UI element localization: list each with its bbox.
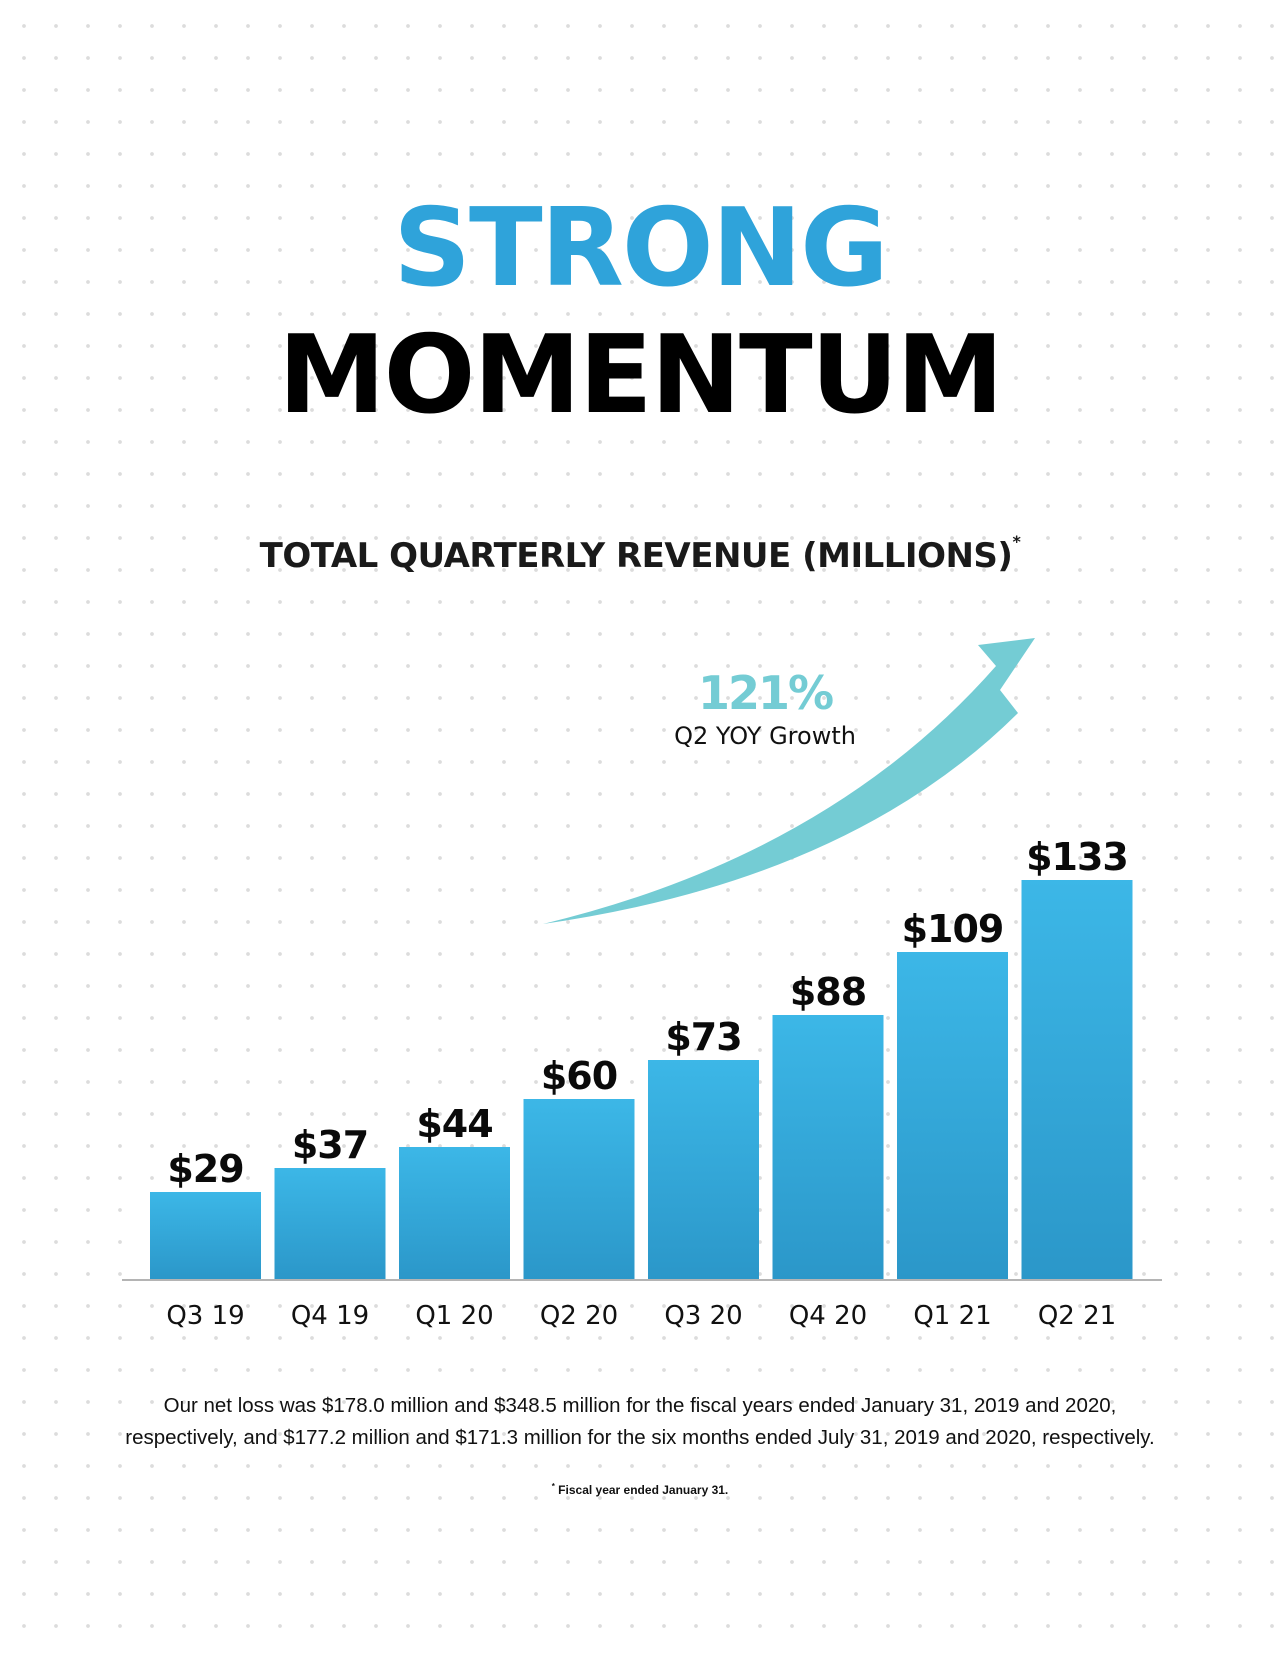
net-loss-line-2: respectively, and $177.2 million and $17… xyxy=(125,1426,1155,1449)
x-tick-label: Q3 20 xyxy=(664,1301,742,1331)
bar-q4-19 xyxy=(274,1168,386,1279)
chart-title-marker: * xyxy=(1012,532,1021,551)
bar-value-label: $73 xyxy=(665,1015,741,1059)
x-tick-label: Q2 20 xyxy=(540,1301,618,1331)
chart-title: TOTAL QUARTERLY REVENUE (MILLIONS)* xyxy=(0,532,1280,576)
bar-q1-21 xyxy=(897,952,1008,1279)
headline-strong: STRONG xyxy=(393,186,888,311)
bar-q2-20 xyxy=(523,1099,635,1279)
fiscal-year-note: Fiscal year ended January 31. xyxy=(554,1483,729,1497)
bar-value-label: $29 xyxy=(167,1147,243,1191)
bar-q3-19 xyxy=(150,1192,261,1279)
fiscal-year-marker: * xyxy=(551,1482,555,1491)
x-tick-label: Q1 21 xyxy=(913,1301,991,1331)
headline-momentum: MOMENTUM xyxy=(278,313,1004,438)
bar-value-label: $44 xyxy=(416,1102,492,1146)
bar-value-label: $109 xyxy=(902,907,1004,951)
x-tick-label: Q4 20 xyxy=(789,1301,867,1331)
bar-q4-20 xyxy=(772,1015,884,1279)
bar-q2-21 xyxy=(1021,880,1133,1279)
bar-value-label: $133 xyxy=(1026,835,1128,879)
bar-value-label: $37 xyxy=(292,1123,368,1167)
fiscal-year-footnote: * Fiscal year ended January 31. xyxy=(0,1482,1280,1497)
growth-percentage: 121% xyxy=(697,666,834,720)
x-tick-label: Q1 20 xyxy=(415,1301,493,1331)
growth-arrow-icon xyxy=(543,638,1035,924)
x-tick-label: Q3 19 xyxy=(166,1301,244,1331)
bar-q3-20 xyxy=(648,1060,759,1279)
bar-q1-20 xyxy=(399,1147,510,1279)
bar-value-label: $88 xyxy=(790,970,866,1014)
net-loss-footnote: Our net loss was $178.0 million and $348… xyxy=(100,1390,1180,1454)
net-loss-line-1: Our net loss was $178.0 million and $348… xyxy=(163,1394,1117,1417)
x-tick-label: Q2 21 xyxy=(1038,1301,1116,1331)
growth-label: Q2 YOY Growth xyxy=(674,722,856,750)
chart-title-text: TOTAL QUARTERLY REVENUE (MILLIONS) xyxy=(259,536,1013,576)
x-tick-label: Q4 19 xyxy=(291,1301,369,1331)
bar-value-label: $60 xyxy=(541,1054,617,1098)
